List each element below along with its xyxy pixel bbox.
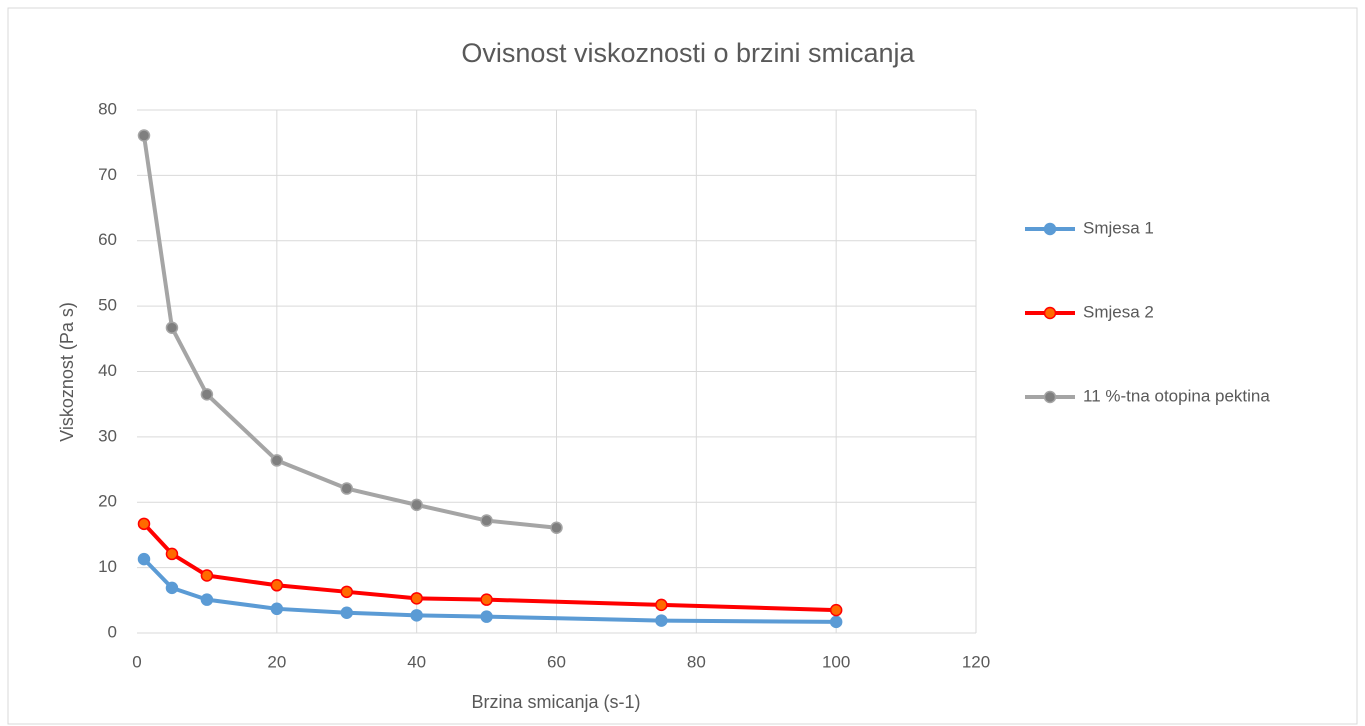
data-point — [410, 592, 423, 605]
data-point — [829, 615, 843, 629]
data-point — [480, 514, 493, 527]
data-point — [270, 454, 284, 467]
data-point — [829, 603, 843, 617]
data-point — [270, 579, 284, 592]
data-point — [200, 569, 214, 582]
x-tick-label: 80 — [687, 652, 706, 671]
y-tick-label: 20 — [98, 492, 117, 511]
chart-frame — [7, 7, 1358, 725]
x-tick-label: 120 — [962, 652, 990, 671]
x-tick-label: 60 — [547, 652, 566, 671]
y-tick-label: 30 — [98, 426, 117, 445]
x-axis-title: Brzina smicanja (s-1) — [471, 692, 640, 712]
data-point — [165, 581, 179, 595]
data-point — [137, 552, 151, 566]
legend-marker — [1043, 222, 1057, 236]
y-tick-label: 60 — [98, 230, 117, 249]
x-tick-label: 0 — [132, 652, 141, 671]
chart-title: Ovisnost viskoznosti o brzini smicanja — [461, 38, 915, 68]
y-tick-label: 50 — [98, 296, 117, 315]
data-point — [200, 388, 214, 401]
data-point — [410, 498, 423, 512]
data-point — [655, 598, 668, 612]
data-point — [340, 482, 353, 495]
data-point — [340, 585, 353, 599]
data-point — [137, 129, 151, 142]
data-point — [480, 593, 493, 606]
y-tick-label: 70 — [98, 165, 117, 184]
data-point — [655, 614, 668, 627]
x-tick-label: 100 — [822, 652, 850, 671]
data-point — [340, 606, 353, 619]
data-point — [410, 609, 423, 622]
y-tick-label: 0 — [108, 622, 117, 641]
x-tick-label: 20 — [267, 652, 286, 671]
data-point — [165, 321, 179, 334]
data-point — [480, 610, 493, 623]
legend-label: Smjesa 2 — [1083, 302, 1154, 321]
y-tick-label: 40 — [98, 361, 117, 380]
data-point — [550, 521, 563, 534]
data-point — [165, 547, 179, 561]
legend-marker — [1043, 390, 1057, 404]
legend-label: 11 %-tna otopina pektina — [1083, 386, 1270, 405]
data-point — [200, 593, 214, 606]
y-tick-label: 80 — [98, 99, 117, 118]
data-point — [270, 602, 284, 616]
legend-label: Smjesa 1 — [1083, 218, 1154, 237]
y-axis-title: Viskoznost (Pa s) — [57, 302, 77, 442]
data-point — [137, 517, 151, 531]
series-line — [142, 135, 557, 530]
x-tick-label: 40 — [407, 652, 426, 671]
legend-marker — [1043, 306, 1057, 320]
y-tick-label: 10 — [98, 557, 117, 576]
